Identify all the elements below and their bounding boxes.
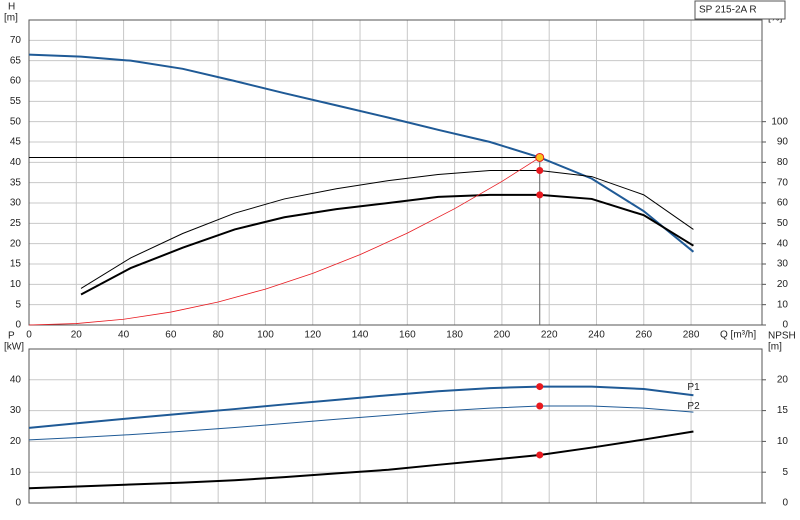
y-axis-unit: [m] — [4, 13, 18, 24]
y2-tick-label: 20 — [777, 279, 789, 290]
y2-tick-label: 10 — [777, 299, 789, 310]
y2-tick-label: 5 — [782, 467, 788, 478]
x-tick-label: 140 — [352, 330, 369, 341]
series-line — [28, 430, 694, 490]
y2-tick-label: 80 — [777, 157, 789, 168]
y-tick-label: 10 — [10, 279, 22, 290]
y-tick-label: 5 — [15, 299, 21, 310]
y-tick-label: 40 — [10, 157, 22, 168]
series-label: P1 — [687, 382, 700, 393]
y2-tick-label: 30 — [777, 259, 789, 270]
x-tick-label: 220 — [541, 330, 558, 341]
x-tick-label: 60 — [165, 330, 177, 341]
y-tick-label: 20 — [10, 238, 22, 249]
y-tick-label: 70 — [10, 35, 22, 46]
y2-tick-label: 50 — [777, 218, 789, 229]
x-tick-label: 180 — [446, 330, 463, 341]
y-tick-label: 50 — [10, 116, 22, 127]
x-axis-label: Q [m³/h] — [720, 330, 756, 341]
y-axis-label: H — [8, 2, 15, 13]
y-axis-unit: [kW] — [4, 342, 24, 353]
duty-point — [535, 152, 545, 162]
duty-marker — [536, 383, 544, 391]
y-tick-label: 40 — [10, 374, 22, 385]
y-tick-label: 15 — [10, 259, 22, 270]
x-tick-label: 120 — [304, 330, 321, 341]
y-tick-label: 25 — [10, 218, 22, 229]
x-tick-label: 200 — [494, 330, 511, 341]
series-line — [80, 169, 694, 289]
duty-marker — [536, 166, 544, 174]
y-tick-label: 35 — [10, 177, 22, 188]
series-line — [28, 405, 694, 441]
x-tick-label: 280 — [683, 330, 700, 341]
plot-frame — [28, 348, 763, 504]
duty-marker — [536, 402, 544, 410]
y2-tick-label: 0 — [782, 498, 788, 509]
annotation-box — [694, 0, 786, 20]
y2-tick-label: 70 — [777, 177, 789, 188]
y-tick-label: 20 — [10, 436, 22, 447]
series-line — [80, 193, 694, 296]
series-line — [28, 157, 540, 326]
x-tick-label: 40 — [118, 330, 130, 341]
duty-marker — [536, 451, 544, 459]
x-tick-label: 20 — [71, 330, 83, 341]
x-tick-label: 100 — [257, 330, 274, 341]
y2-axis-label: NPSH — [768, 331, 796, 342]
plot-frame — [28, 19, 763, 326]
y2-tick-label: 15 — [777, 405, 789, 416]
x-tick-label: 260 — [635, 330, 652, 341]
y-tick-label: 0 — [15, 320, 21, 331]
y2-axis-unit: [m] — [768, 342, 782, 353]
x-tick-label: 80 — [213, 330, 225, 341]
y-axis-label: P — [8, 331, 15, 342]
series-label: P2 — [687, 401, 700, 412]
y-tick-label: 30 — [10, 198, 22, 209]
y-tick-label: 55 — [10, 96, 22, 107]
y-tick-label: 30 — [10, 405, 22, 416]
y2-tick-label: 20 — [777, 374, 789, 385]
y-tick-label: 65 — [10, 55, 22, 66]
series-line — [28, 53, 695, 253]
y-tick-label: 0 — [15, 498, 21, 509]
y-tick-label: 60 — [10, 76, 22, 87]
x-tick-label: 0 — [26, 330, 32, 341]
y2-tick-label: 90 — [777, 137, 789, 148]
y2-tick-label: 10 — [777, 436, 789, 447]
y2-tick-label: 60 — [777, 198, 789, 209]
y-tick-label: 45 — [10, 137, 22, 148]
y2-tick-label: 40 — [777, 238, 789, 249]
y-tick-label: 10 — [10, 467, 22, 478]
y2-tick-label: 100 — [771, 116, 788, 127]
series-line — [28, 385, 694, 429]
y2-tick-label: 0 — [782, 320, 788, 331]
duty-marker — [536, 191, 544, 199]
x-tick-label: 160 — [399, 330, 416, 341]
x-tick-label: 240 — [588, 330, 605, 341]
annotation: SP 215-2A R — [699, 5, 757, 16]
